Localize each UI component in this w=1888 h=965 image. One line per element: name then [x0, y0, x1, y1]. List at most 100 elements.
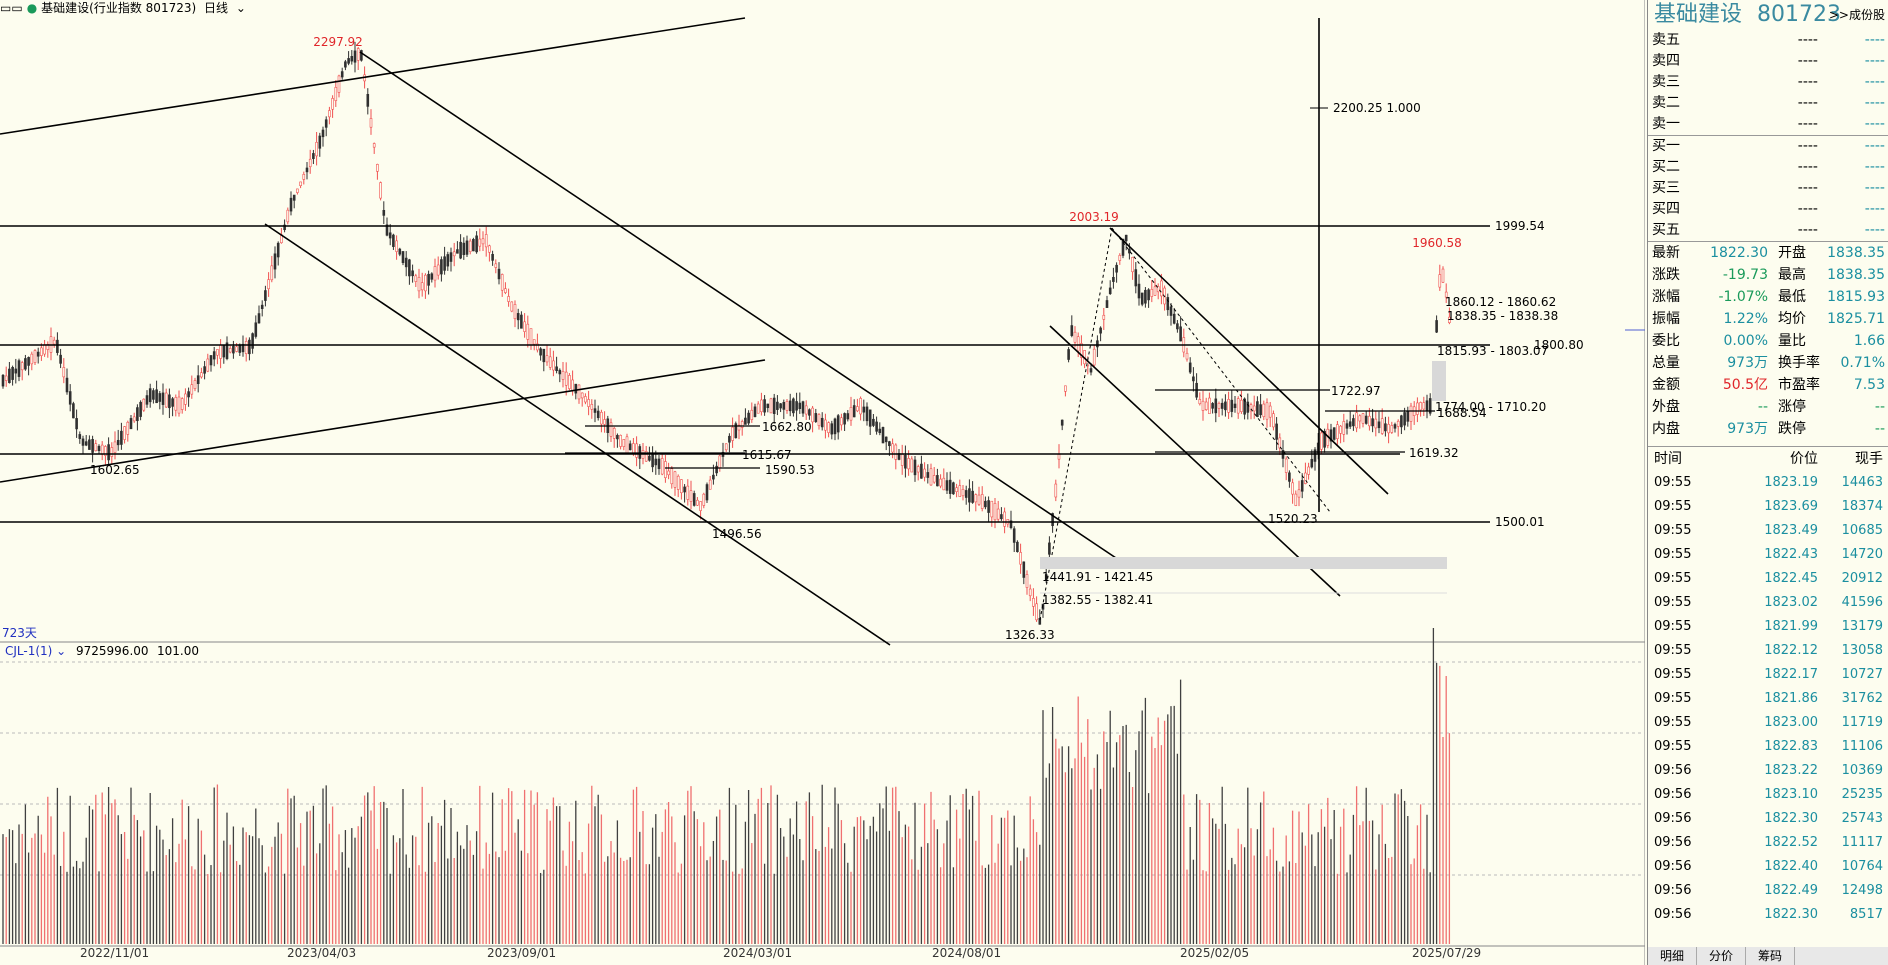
- stat-label: 最高: [1778, 267, 1806, 283]
- candle-body: [334, 87, 338, 101]
- candle-body: [395, 240, 398, 252]
- tick-volume: 25743: [1841, 811, 1883, 826]
- candle-body: [91, 439, 94, 453]
- candle-body: [894, 444, 898, 460]
- candle-body: [1016, 541, 1019, 553]
- candle-body: [264, 290, 267, 301]
- candle-body: [1428, 398, 1432, 414]
- period-dropdown[interactable]: 日线 ⌄: [204, 1, 246, 15]
- tab-1[interactable]: 分价: [1697, 947, 1747, 965]
- stat-label: 委比: [1652, 333, 1680, 349]
- annotation-level_2200: 2200.25 1.000: [1333, 101, 1421, 115]
- candle-body: [920, 463, 923, 479]
- sell-row: 卖三 ---- ----: [1648, 72, 1888, 93]
- buy-volume: ----: [1864, 180, 1885, 196]
- stat-value: 973万: [1727, 421, 1768, 437]
- menu-dots-icon[interactable]: ▭▭: [0, 1, 23, 15]
- sell-volume: ----: [1864, 53, 1885, 69]
- candle-body: [929, 468, 933, 486]
- candle-body: [344, 61, 347, 68]
- candle-body: [660, 458, 664, 475]
- buy-price: ----: [1797, 201, 1818, 217]
- tick-volume: 11106: [1841, 739, 1883, 754]
- stat-label: 总量: [1652, 355, 1680, 371]
- candle-body: [616, 434, 619, 440]
- tick-row: 09:55 1823.49 10685: [1648, 519, 1888, 543]
- candle-body: [881, 427, 885, 444]
- constituents-link[interactable]: >>成份股: [1828, 8, 1885, 22]
- candle-body: [1272, 413, 1275, 428]
- tick-volume: 20912: [1841, 571, 1883, 586]
- tick-row: 09:55 1822.83 11106: [1648, 735, 1888, 759]
- candle-body: [1147, 289, 1150, 301]
- candle-body: [1185, 352, 1189, 360]
- candle-body: [132, 416, 136, 422]
- date-label: 2023/09/01: [487, 946, 557, 960]
- candle-body: [225, 342, 229, 359]
- candle-body: [625, 436, 629, 454]
- candle-body: [113, 441, 117, 453]
- candle-body: [254, 322, 258, 337]
- candle-body: [232, 345, 235, 354]
- candle-body: [94, 443, 98, 452]
- candle-body: [203, 366, 206, 374]
- annotation-level_1500: 1500.01: [1495, 515, 1545, 529]
- tab-0[interactable]: 明细: [1648, 947, 1698, 965]
- chevron-down-icon: ⌄: [235, 1, 246, 15]
- candle-body: [670, 468, 674, 485]
- candle-body: [1156, 286, 1160, 293]
- tick-row: 09:56 1822.52 11117: [1648, 831, 1888, 855]
- candle-body: [1393, 424, 1397, 429]
- tick-price: 1823.19: [1764, 475, 1818, 490]
- candlestick-chart[interactable]: 2297.92 1602.65 1496.56 1662.80 1615.671590.…: [0, 0, 1645, 965]
- candle-body: [1275, 423, 1278, 440]
- candle-body: [609, 422, 613, 437]
- candle-body: [836, 415, 840, 433]
- volume-indicator-name[interactable]: CJL-1(1) ⌄: [5, 644, 66, 658]
- candle-body: [513, 304, 517, 319]
- candle-body: [1304, 472, 1307, 484]
- candle-body: [366, 93, 370, 107]
- annotation-range_1860: 1860.12 - 1860.62: [1445, 295, 1556, 309]
- candle-body: [142, 398, 146, 411]
- candle-body: [347, 58, 350, 64]
- candle-body: [1384, 423, 1387, 432]
- candle-body: [532, 339, 536, 345]
- stat-label: 量比: [1778, 333, 1806, 349]
- stat-value: 0.71%: [1840, 355, 1885, 371]
- candle-body: [379, 182, 382, 199]
- candle-body: [923, 468, 926, 478]
- candle-body: [312, 153, 315, 159]
- candle-body: [1054, 483, 1058, 498]
- candle-body: [689, 490, 693, 502]
- sell-row: 卖一 ---- ----: [1648, 114, 1888, 135]
- sell-price: ----: [1797, 74, 1818, 90]
- tick-volume: 11117: [1841, 835, 1883, 850]
- tab-2[interactable]: 筹码: [1746, 947, 1796, 965]
- candle-body: [993, 503, 997, 521]
- candle-body: [1019, 552, 1022, 565]
- candle-body: [830, 423, 834, 435]
- buy-price: ----: [1797, 180, 1818, 196]
- candle-body: [161, 392, 165, 405]
- date-label: 2024/03/01: [723, 946, 793, 960]
- candle-body: [1371, 418, 1374, 427]
- tick-list[interactable]: 09:55 1823.19 14463 09:55 1823.69 18374 09:55 1…: [1648, 471, 1888, 927]
- candle-body: [478, 238, 482, 247]
- candle-body: [196, 375, 200, 385]
- candle-body: [443, 256, 446, 271]
- annotation-peak_2003: 2003.19: [1069, 210, 1119, 224]
- candle-body: [152, 390, 155, 400]
- candle-body: [1294, 493, 1298, 506]
- candle-body: [782, 402, 786, 410]
- candle-body: [1022, 561, 1026, 578]
- candle-body: [987, 500, 990, 513]
- candle-body: [1112, 276, 1115, 282]
- candle-body: [1300, 480, 1304, 492]
- candle-body: [1368, 415, 1371, 427]
- candle-body: [484, 234, 488, 248]
- candle-body: [1201, 400, 1205, 411]
- candle-body: [360, 50, 363, 61]
- candle-body: [155, 389, 158, 404]
- candle-body: [1099, 327, 1102, 334]
